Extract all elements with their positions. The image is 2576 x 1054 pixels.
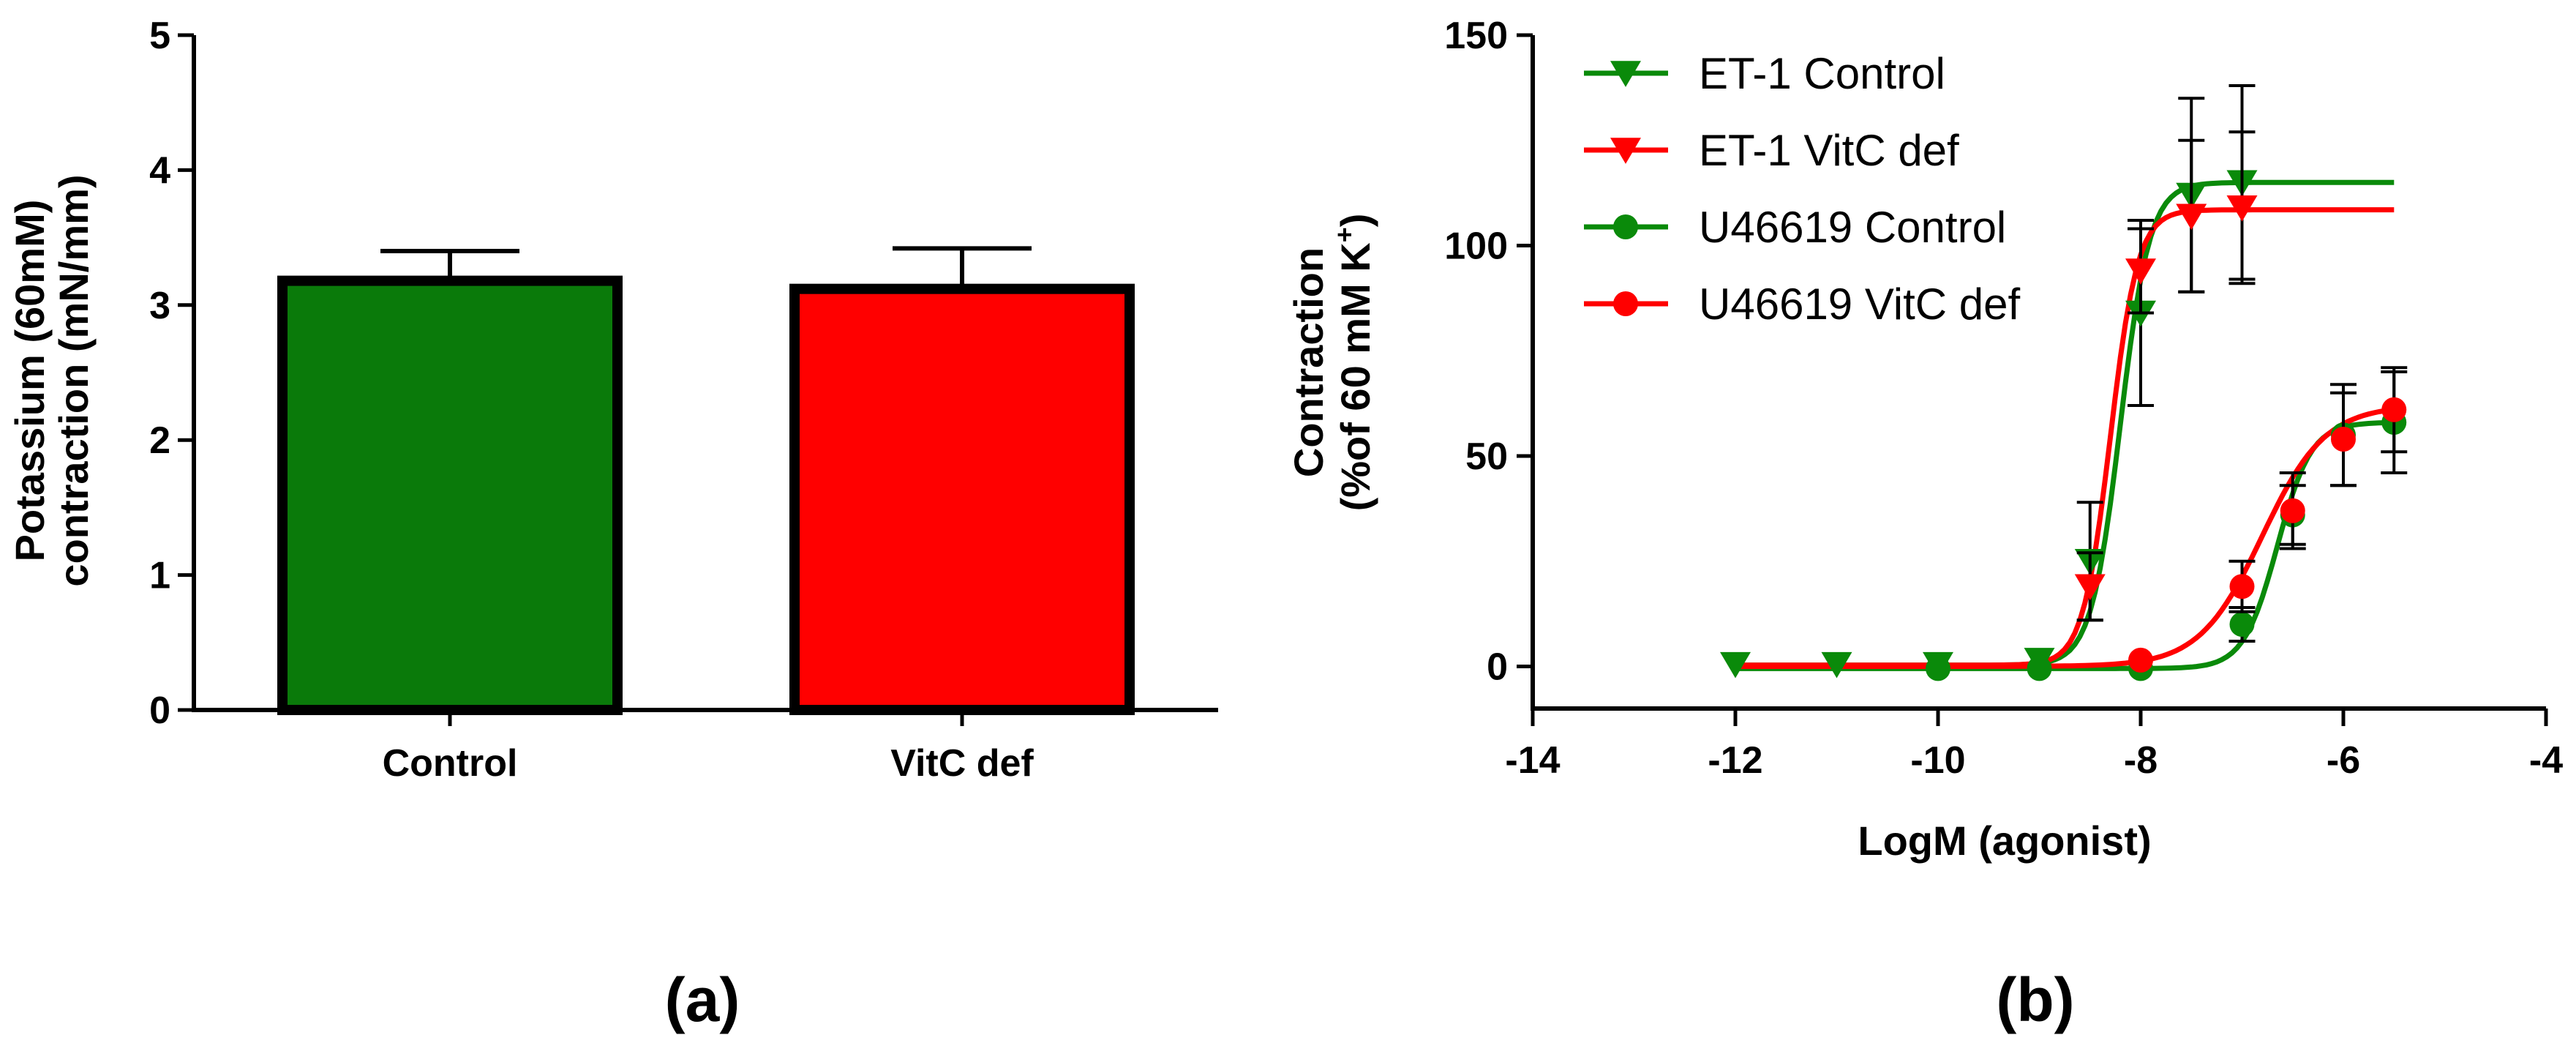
y-tick-label: 2 <box>149 419 170 462</box>
bar-chart-bars <box>277 246 1135 716</box>
legend-item: ET-1 VitC def <box>1584 126 1959 175</box>
y-tick-label: 0 <box>1487 646 1508 689</box>
y-label-suffix: ) <box>1332 214 1378 228</box>
legend-item: ET-1 Control <box>1584 49 1945 98</box>
dose-response-legend: ET-1 Control ET-1 VitC def U46619 Control U… <box>1584 49 2021 329</box>
bar-chart-y-label-line2: contraction (mN/mm) <box>50 174 97 586</box>
series-u46619-vitc-def <box>2128 366 2408 673</box>
y-tick-label: 150 <box>1444 15 1508 57</box>
bar-vitc-def <box>789 283 1135 715</box>
x-tick-label: -4 <box>2529 739 2563 782</box>
dose-response-y-ticks: 0 50 100 150 <box>1444 15 1533 689</box>
data-point <box>2331 427 2356 452</box>
data-point <box>2229 574 2255 599</box>
bar-chart-y-ticks: 0 1 2 3 4 5 <box>149 15 194 732</box>
x-tick-label: -6 <box>2327 739 2360 782</box>
dose-response-y-label-line2: (%of 60 mM K+) <box>1329 214 1378 512</box>
x-tick-label: VitC def <box>890 742 1034 785</box>
legend-label: ET-1 Control <box>1699 49 1945 98</box>
y-tick-label: 100 <box>1444 225 1508 268</box>
x-tick-label: -10 <box>1910 739 1965 782</box>
dose-response-x-ticks: -14 -12 -10 -8 -6 -4 <box>1505 709 2563 782</box>
fit-curve-4 <box>1735 406 2395 669</box>
y-tick-label: 4 <box>149 149 170 192</box>
series-et-1-vitc-def <box>2074 130 2258 622</box>
data-point <box>2280 498 2305 523</box>
data-point <box>2226 195 2258 222</box>
dose-response-fit-curves <box>1735 179 2395 671</box>
dose-response-y-label-line1: Contraction <box>1285 247 1332 477</box>
panel-label-a: (a) <box>665 965 740 1034</box>
legend-marker <box>1613 291 1638 316</box>
legend-label: ET-1 VitC def <box>1699 126 1959 175</box>
legend-marker <box>1613 214 1638 239</box>
data-point <box>2176 203 2207 231</box>
dose-response-points <box>1720 84 2408 681</box>
x-tick-label: -12 <box>1708 739 1762 782</box>
y-label-superscript: + <box>1329 227 1359 242</box>
data-point <box>2074 574 2106 601</box>
y-tick-label: 1 <box>149 555 170 597</box>
legend-marker <box>1610 61 1641 87</box>
data-point <box>2229 612 2255 637</box>
legend-label: U46619 Control <box>1699 203 2006 252</box>
data-point <box>2381 397 2407 422</box>
legend-item: U46619 VitC def <box>1584 280 2021 329</box>
data-point <box>2125 258 2156 285</box>
data-point <box>1926 656 1950 681</box>
legend-marker <box>1610 138 1641 164</box>
fit-curve-1 <box>1735 179 2395 668</box>
dose-response-axes <box>1531 35 2546 711</box>
y-tick-label: 5 <box>149 15 170 57</box>
x-tick-label: -14 <box>1505 739 1560 782</box>
data-point <box>1821 651 1852 679</box>
panel-label-b: (b) <box>1996 965 2074 1034</box>
y-tick-label: 50 <box>1465 436 1508 478</box>
x-tick-label: Control <box>383 742 518 785</box>
fit-curve-2 <box>1735 207 2395 668</box>
y-label-prefix: (%of 60 mM K <box>1332 242 1378 511</box>
dose-response-x-label: LogM (agonist) <box>1858 818 2151 864</box>
y-tick-label: 0 <box>149 689 170 732</box>
bar-chart-y-label-line1: Potassium (60mM) <box>7 200 53 562</box>
data-point <box>2027 656 2052 681</box>
data-point <box>1720 651 1751 679</box>
legend-item: U46619 Control <box>1584 203 2006 252</box>
x-tick-label: -8 <box>2124 739 2158 782</box>
bar-chart-x-ticks: Control VitC def <box>383 710 1034 785</box>
y-tick-label: 3 <box>149 285 170 327</box>
series-u46619-control <box>1926 370 2408 681</box>
legend-label: U46619 VitC def <box>1699 280 2021 329</box>
data-point <box>2128 647 2153 673</box>
bar-control <box>277 275 623 716</box>
